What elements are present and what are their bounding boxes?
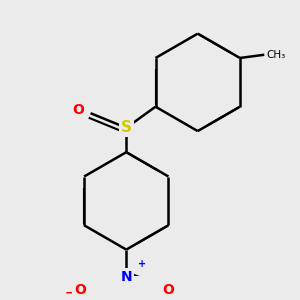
Text: +: + [138, 259, 146, 269]
Text: O: O [72, 103, 84, 117]
Text: O: O [162, 283, 174, 297]
Text: S: S [121, 120, 132, 135]
Text: O: O [74, 283, 86, 297]
Text: CH₃: CH₃ [266, 50, 285, 60]
Text: −: − [64, 287, 75, 300]
Text: N: N [121, 270, 132, 284]
